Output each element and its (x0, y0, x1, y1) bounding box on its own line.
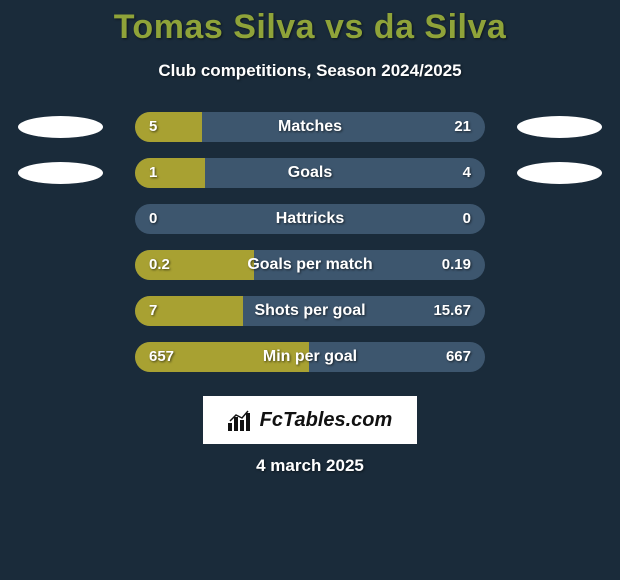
stat-row: 715.67Shots per goal (0, 296, 620, 326)
player-marker-right (517, 116, 602, 138)
player-marker-left (18, 162, 103, 184)
player-marker-left (18, 116, 103, 138)
stat-label: Goals (135, 158, 485, 188)
stat-row: 521Matches (0, 112, 620, 142)
fctables-icon (228, 409, 254, 431)
stat-label: Min per goal (135, 342, 485, 372)
stat-bar: 657667Min per goal (135, 342, 485, 372)
subtitle: Club competitions, Season 2024/2025 (0, 61, 620, 81)
stat-bar: 00Hattricks (135, 204, 485, 234)
logo-box: FcTables.com (203, 396, 417, 444)
stat-row: 00Hattricks (0, 204, 620, 234)
comparison-chart: 521Matches 14Goals 00Hattricks 0.20.19Goals… (0, 112, 620, 388)
stat-bar: 715.67Shots per goal (135, 296, 485, 326)
date-label: 4 march 2025 (0, 456, 620, 476)
page-title: Tomas Silva vs da Silva (0, 0, 620, 47)
stat-bar: 14Goals (135, 158, 485, 188)
stat-bar: 0.20.19Goals per match (135, 250, 485, 280)
stat-label: Shots per goal (135, 296, 485, 326)
stat-bar: 521Matches (135, 112, 485, 142)
stat-row: 657667Min per goal (0, 342, 620, 372)
stat-row: 14Goals (0, 158, 620, 188)
player-marker-right (517, 162, 602, 184)
stat-label: Hattricks (135, 204, 485, 234)
logo-text: FcTables.com (260, 409, 393, 432)
stat-label: Matches (135, 112, 485, 142)
stat-row: 0.20.19Goals per match (0, 250, 620, 280)
stat-label: Goals per match (135, 250, 485, 280)
